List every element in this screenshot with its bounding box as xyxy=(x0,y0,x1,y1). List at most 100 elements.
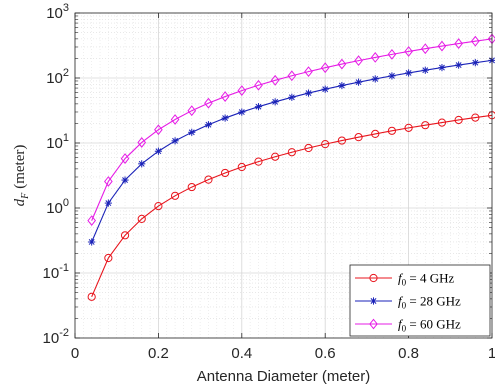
star-marker xyxy=(238,108,246,116)
data-point xyxy=(369,273,378,283)
legend-sub: 0 xyxy=(402,278,407,288)
y-axis-label-unit: (meter) xyxy=(12,145,28,189)
data-point xyxy=(237,162,246,172)
star-marker xyxy=(138,160,146,168)
star-marker xyxy=(254,103,263,111)
circle-marker xyxy=(321,140,330,149)
data-point-stroke xyxy=(422,67,429,74)
y-tick-base: 10 xyxy=(46,70,63,87)
y-tick-base: 10 xyxy=(46,200,63,217)
star-marker xyxy=(321,85,329,93)
star-marker xyxy=(369,297,378,305)
circle-marker xyxy=(254,157,263,166)
data-point xyxy=(337,136,346,145)
series-layer xyxy=(87,33,495,301)
diamond-marker xyxy=(87,215,97,226)
data-point-stroke xyxy=(122,177,128,184)
data-point-stroke xyxy=(88,239,95,245)
data-point xyxy=(404,123,413,132)
data-point xyxy=(287,148,296,157)
star-marker xyxy=(304,89,313,97)
diamond-marker xyxy=(369,318,378,330)
diamond-marker xyxy=(404,46,413,57)
data-point-stroke xyxy=(272,98,279,105)
data-point-stroke xyxy=(472,59,479,66)
series-2 xyxy=(88,56,495,246)
circle-marker xyxy=(304,143,313,153)
data-point xyxy=(287,70,297,82)
legend-entry: f0 = 60 GHz xyxy=(355,317,461,334)
data-point-stroke xyxy=(370,298,377,304)
data-point xyxy=(221,168,230,178)
diamond-marker xyxy=(120,153,130,164)
circle-marker xyxy=(237,162,246,172)
star-marker xyxy=(455,61,463,69)
diamond-marker xyxy=(220,91,230,102)
data-point-stroke xyxy=(222,115,229,121)
y-tick-label: 101 xyxy=(46,132,69,152)
diamond-marker xyxy=(154,124,163,136)
x-tick-labels: 0 0.2 0.4 0.6 0.8 1 xyxy=(71,345,495,362)
circle-marker xyxy=(337,136,346,145)
diamond-marker xyxy=(287,70,297,82)
circle-marker xyxy=(154,201,163,211)
star-marker xyxy=(388,72,396,80)
diamond-marker xyxy=(454,38,463,49)
data-point xyxy=(120,231,130,240)
y-tick-exponent: 2 xyxy=(63,67,69,79)
legend-label: f0 = 60 GHz xyxy=(398,317,461,334)
data-point xyxy=(254,79,263,91)
star-marker xyxy=(421,66,429,74)
diamond-marker xyxy=(437,40,447,52)
circle-marker xyxy=(187,182,196,192)
data-point xyxy=(454,115,463,125)
diamond-marker xyxy=(320,62,330,74)
series-3 xyxy=(87,33,495,226)
circle-marker xyxy=(287,148,296,157)
legend-label: f0 = 4 GHz xyxy=(398,271,454,288)
diamond-marker xyxy=(187,105,197,117)
data-point xyxy=(454,38,463,49)
y-tick-base: 10 xyxy=(43,330,60,347)
data-point xyxy=(104,253,113,263)
star-marker xyxy=(354,78,363,86)
y-tick-exponent: -1 xyxy=(59,262,69,274)
y-tick-label: 102 xyxy=(46,67,69,87)
data-point-stroke xyxy=(188,129,195,136)
data-point xyxy=(270,74,280,86)
circle-marker xyxy=(369,273,378,283)
diamond-marker xyxy=(237,85,247,96)
circle-marker xyxy=(371,129,380,139)
data-point-stroke xyxy=(355,79,362,86)
data-point-stroke xyxy=(405,70,412,76)
x-axis-label: Antenna Diameter (meter) xyxy=(197,368,370,385)
data-point xyxy=(104,176,113,187)
diamond-marker xyxy=(304,66,313,78)
data-point xyxy=(304,143,313,153)
data-point xyxy=(387,126,397,135)
diamond-marker xyxy=(104,176,113,187)
star-marker xyxy=(438,63,446,72)
data-point xyxy=(120,153,130,164)
circle-marker xyxy=(87,292,96,301)
legend-entry: f0 = 28 GHz xyxy=(355,294,461,311)
star-marker xyxy=(405,69,413,77)
x-tick-label: 0.6 xyxy=(315,345,336,362)
y-tick-base: 10 xyxy=(46,135,63,152)
legend-label: f0 = 28 GHz xyxy=(398,294,461,311)
data-point xyxy=(304,66,313,78)
data-point xyxy=(371,129,380,139)
star-marker xyxy=(204,121,213,129)
star-marker xyxy=(88,238,96,246)
diamond-marker xyxy=(137,137,147,148)
diamond-marker xyxy=(270,74,280,86)
legend-var: f xyxy=(398,271,404,286)
data-point xyxy=(387,48,397,60)
star-marker xyxy=(188,128,196,136)
data-point-stroke xyxy=(205,121,212,128)
legend-rest: = 28 GHz xyxy=(406,294,461,309)
data-point xyxy=(421,121,430,130)
star-marker xyxy=(371,75,379,83)
